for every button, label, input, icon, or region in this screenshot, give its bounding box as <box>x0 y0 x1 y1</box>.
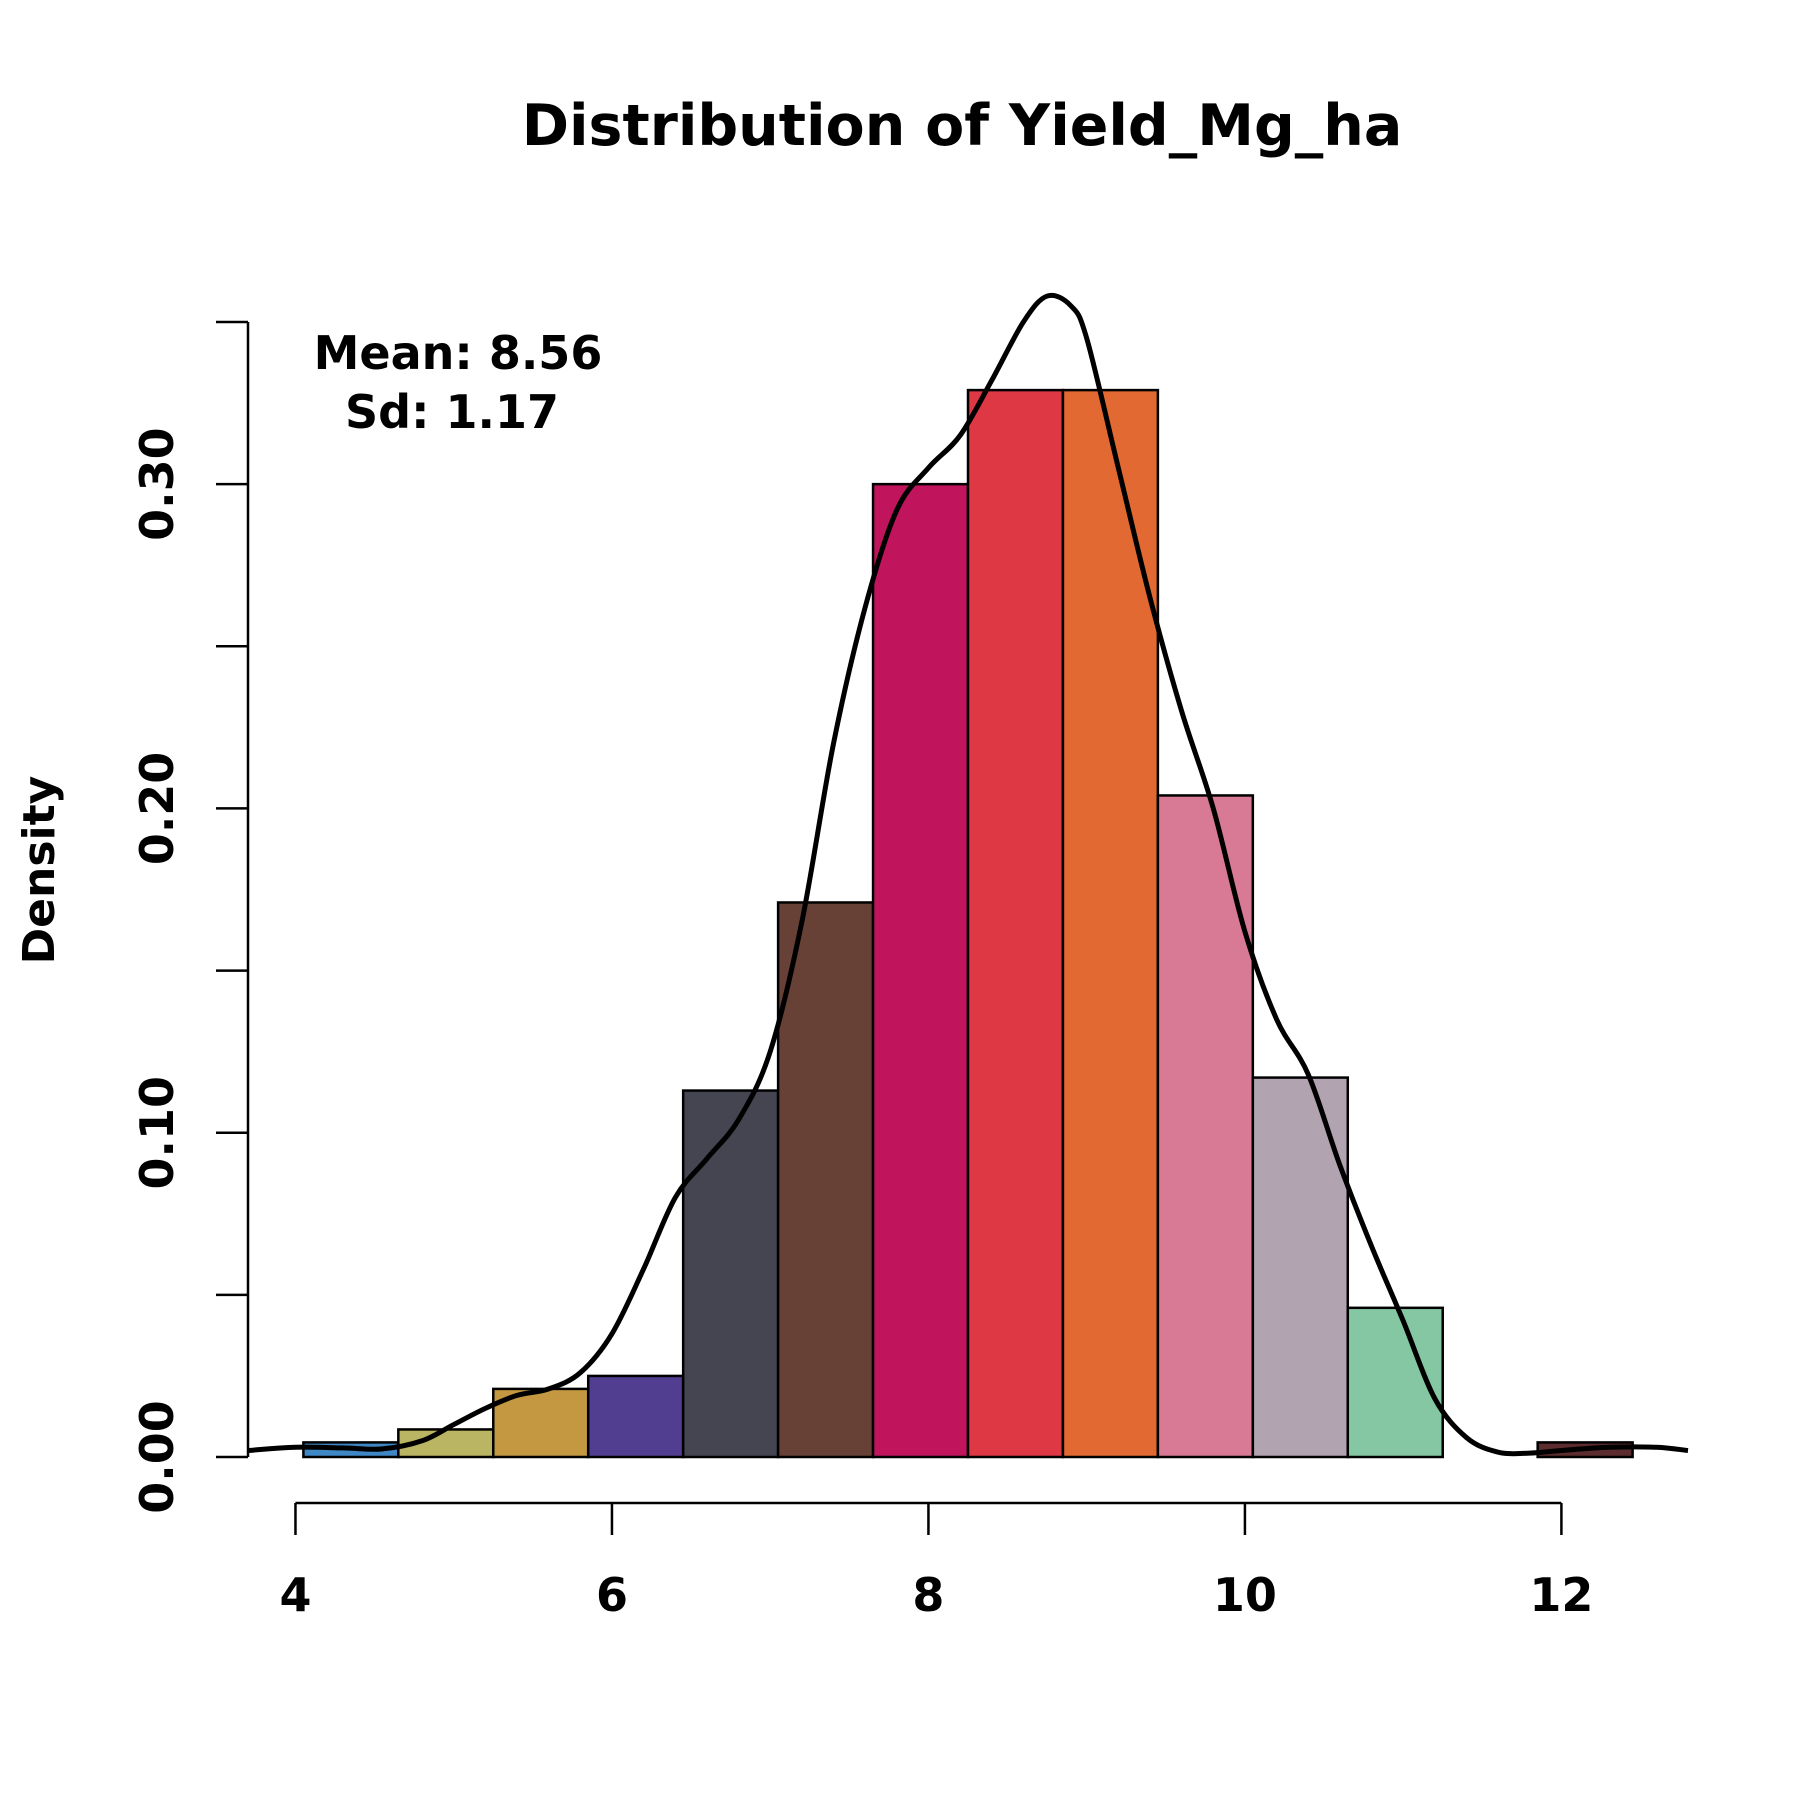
histogram-bar <box>776 901 875 1459</box>
sd-annotation: Sd: 1.17 <box>345 385 559 439</box>
histogram-bar <box>871 482 970 1459</box>
x-tick-label: 10 <box>1213 1568 1277 1622</box>
x-tick-label: 4 <box>279 1568 311 1622</box>
y-tick-label: 0.00 <box>130 1400 184 1514</box>
y-tick-label: 0.20 <box>130 752 184 866</box>
histogram-bar <box>586 1374 685 1459</box>
y-tick-label: 0.30 <box>130 427 184 540</box>
histogram-bar <box>1061 388 1160 1459</box>
x-tick-label: 12 <box>1529 1568 1593 1622</box>
y-axis: 0.00 0.10 0.20 0.30 <box>130 320 250 1514</box>
x-tick-label: 8 <box>912 1568 944 1622</box>
histogram-bar <box>966 388 1065 1459</box>
histogram-bar <box>1251 1076 1350 1459</box>
histogram-bars <box>302 388 1634 1459</box>
mean-annotation: Mean: 8.56 <box>314 326 603 380</box>
chart-title: Distribution of Yield_Mg_ha <box>522 93 1403 159</box>
x-axis: 4 6 8 10 12 <box>279 1501 1593 1622</box>
y-axis-label: Density <box>14 776 65 965</box>
y-tick-label: 0.10 <box>130 1076 184 1190</box>
density-curve <box>247 292 1689 1457</box>
x-tick-label: 6 <box>596 1568 628 1622</box>
histogram-bar <box>681 1089 780 1459</box>
histogram-bar <box>1156 794 1255 1459</box>
